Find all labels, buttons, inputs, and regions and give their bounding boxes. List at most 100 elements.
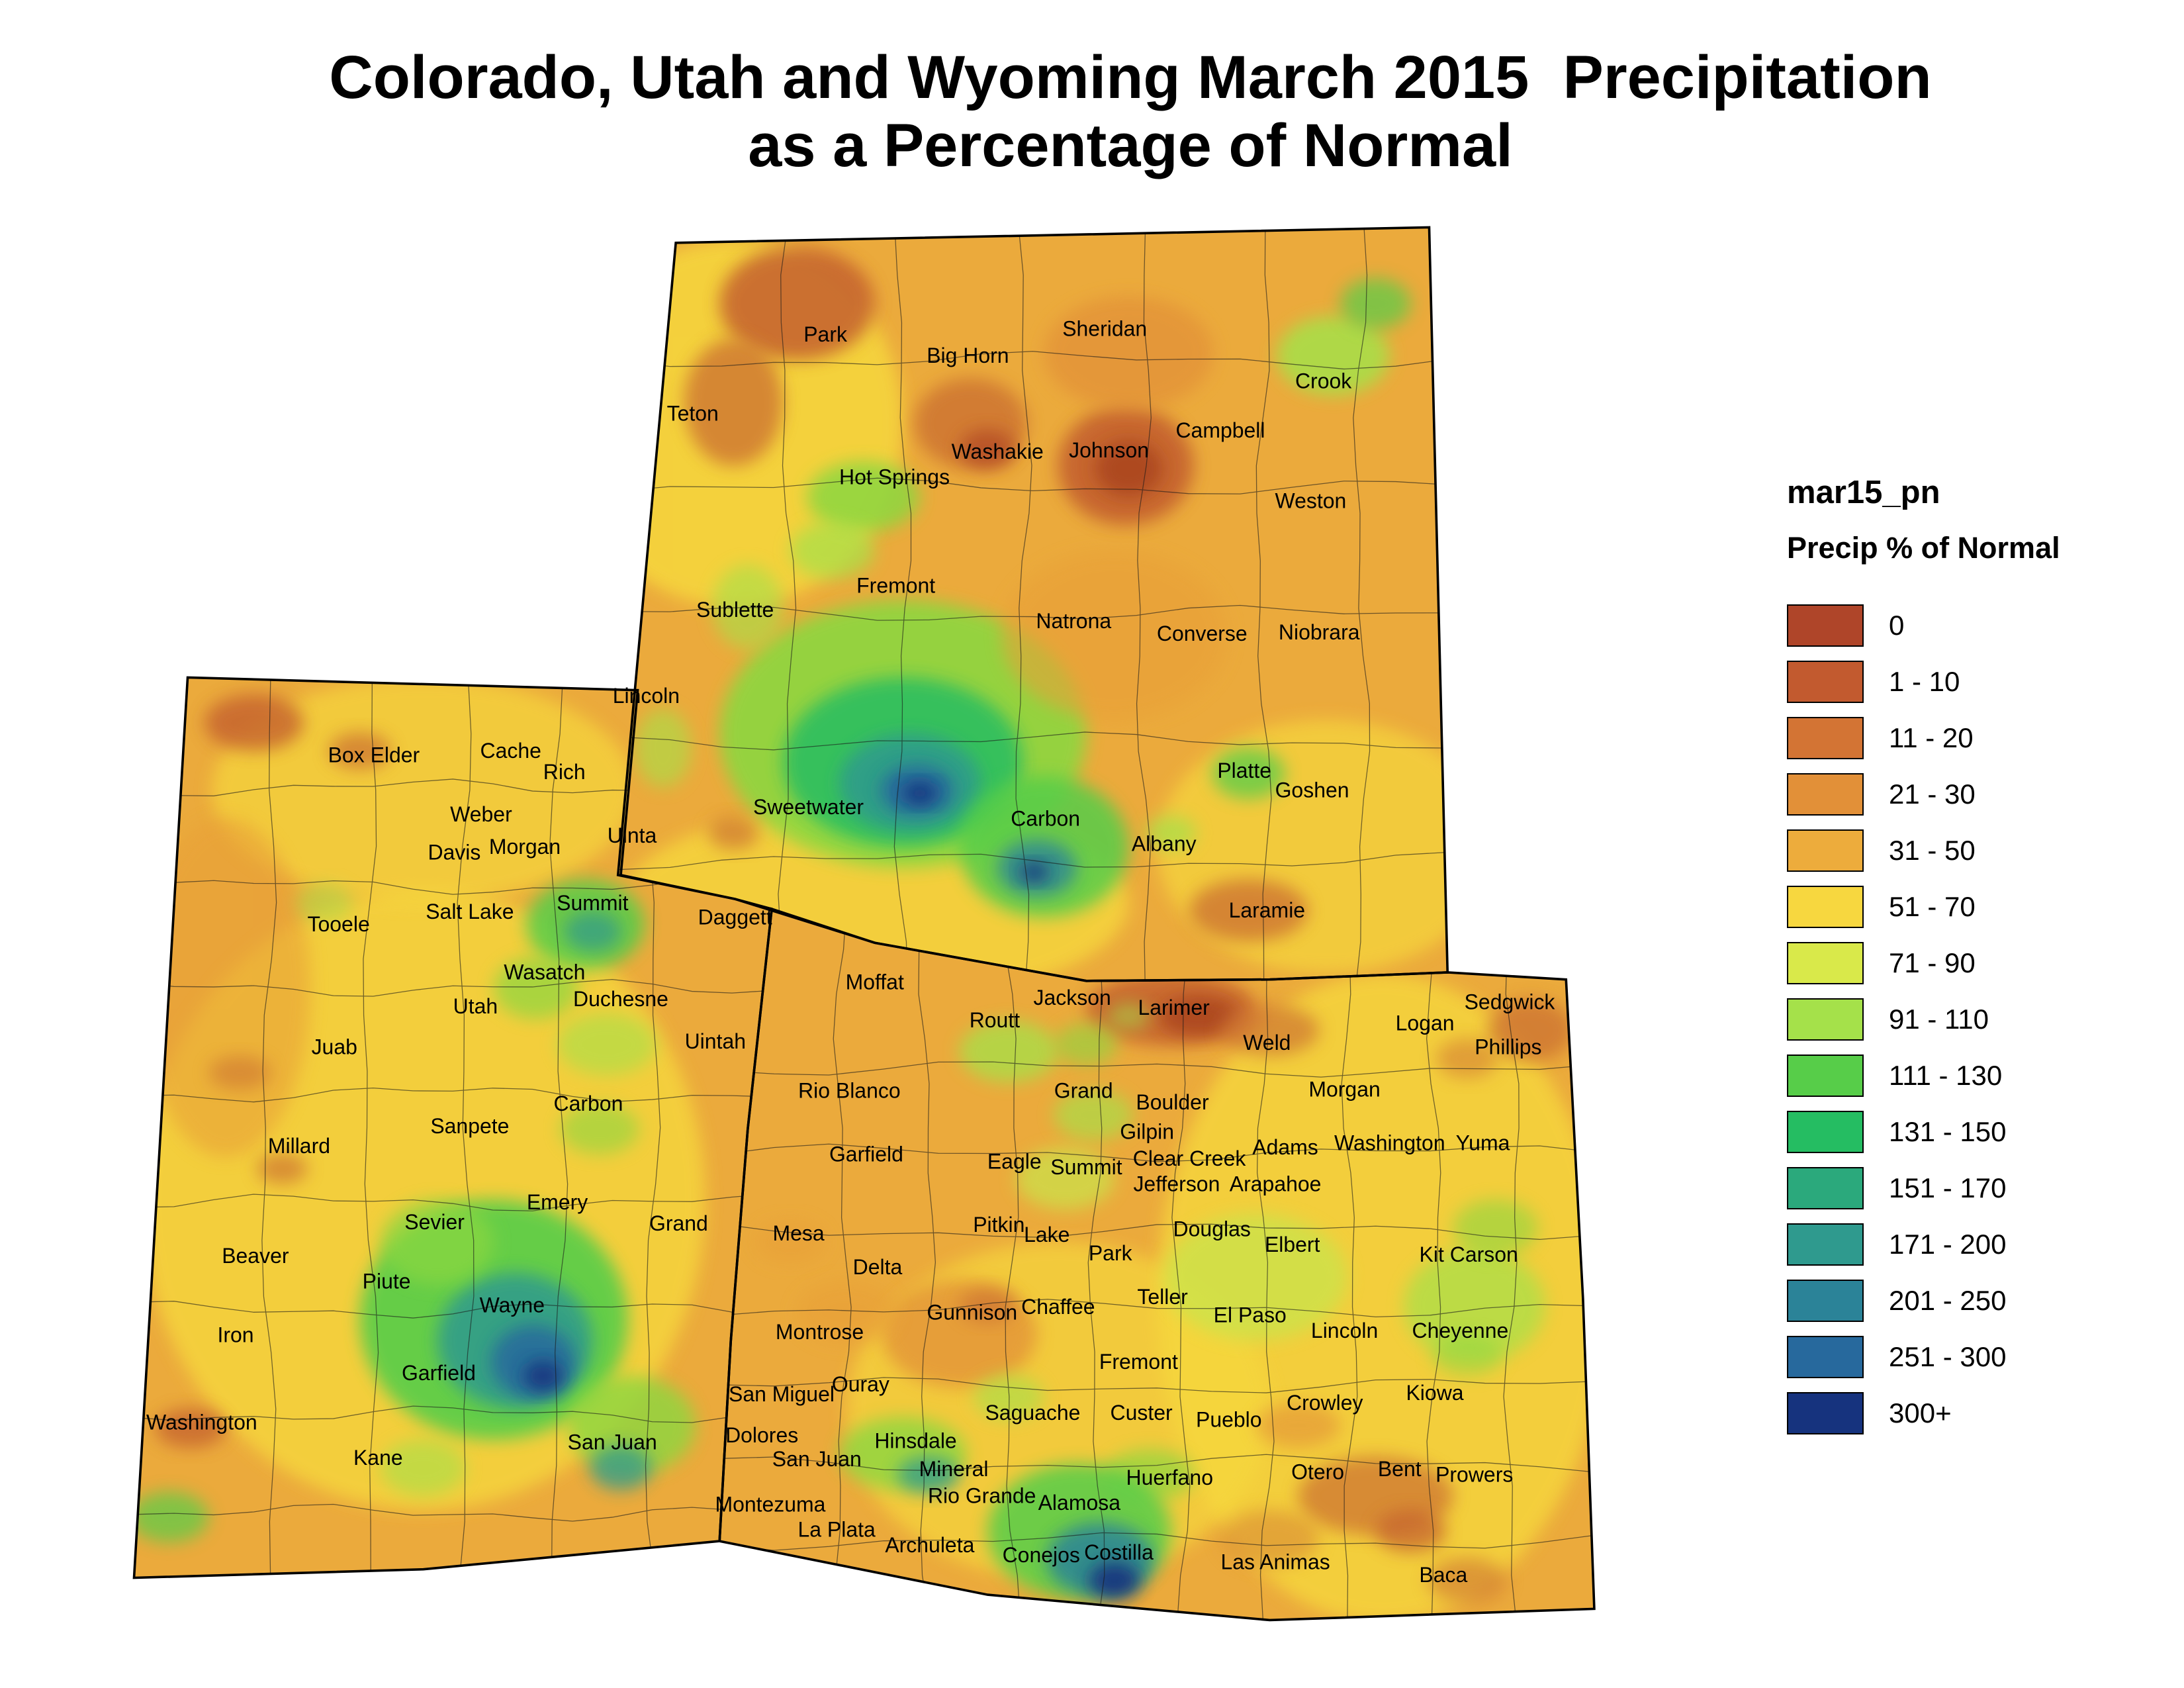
legend-entry: 111 - 130	[1787, 1055, 2060, 1097]
legend-entry-label: 91 - 110	[1889, 1004, 1989, 1035]
precip-blob	[1375, 1510, 1447, 1553]
county-border-line	[617, 604, 1448, 621]
county-label-sanpete: Sanpete	[430, 1114, 509, 1138]
legend-entry-label: 0	[1889, 610, 1905, 641]
legend-swatch	[1787, 886, 1864, 928]
county-label-phillips: Phillips	[1475, 1035, 1541, 1059]
county-border-line	[261, 677, 277, 1578]
precip-blob	[903, 782, 937, 805]
county-border-line	[719, 1532, 1594, 1551]
state-outline-co	[718, 907, 1596, 1622]
county-label-converse: Converse	[1157, 622, 1248, 645]
precip-blob	[569, 1376, 696, 1475]
county-labels: Park Sheridan Big Horn Crook Teton Campbell Wa…	[146, 317, 1555, 1587]
precip-blob	[1044, 296, 1214, 410]
county-border-line	[617, 351, 1448, 370]
precip-blob	[381, 1439, 466, 1496]
precip-blob	[959, 1288, 1016, 1323]
county-label-emery: Emery	[527, 1190, 588, 1214]
precip-blob	[1146, 816, 1197, 850]
legend-swatch	[1787, 1336, 1864, 1378]
precip-blob	[1163, 1213, 1347, 1341]
precip-blob	[790, 522, 875, 579]
county-border-line	[134, 1503, 772, 1522]
legend-subheading: Precip % of Normal	[1787, 531, 2060, 565]
legend-swatch	[1787, 1055, 1864, 1097]
county-border-line	[617, 477, 1448, 494]
county-label-bent: Bent	[1378, 1457, 1422, 1481]
county-label-davis: Davis	[428, 840, 480, 864]
legend-swatch	[1787, 773, 1864, 816]
legend-entry: 171 - 200	[1787, 1223, 2060, 1266]
county-label-delta: Delta	[853, 1255, 903, 1279]
precip-blob	[296, 883, 353, 923]
county-label-boulder: Boulder	[1136, 1090, 1209, 1114]
county-label-arapahoe: Arapahoe	[1230, 1172, 1322, 1196]
precip-blob	[381, 1199, 494, 1285]
legend-entry: 11 - 20	[1787, 717, 2060, 759]
county-label-carbon: Carbon	[1011, 806, 1080, 830]
county-border-line	[1256, 909, 1275, 1620]
county-border-line	[1171, 909, 1191, 1620]
county-label-hot-springs: Hot Springs	[839, 465, 950, 489]
county-border-line	[1136, 227, 1152, 981]
county-label-el-paso: El Paso	[1214, 1303, 1287, 1327]
county-label-tooele: Tooele	[308, 912, 370, 936]
precip-blob	[1160, 996, 1239, 1036]
county-label-conejos: Conejos	[1003, 1543, 1080, 1567]
county-label-custer: Custer	[1111, 1401, 1173, 1425]
legend-entry-label: 251 - 300	[1889, 1341, 2007, 1372]
precip-blob	[494, 957, 579, 1019]
precip-blob	[1220, 1005, 1320, 1056]
precip-blob	[712, 564, 784, 649]
county-label-beaver: Beaver	[222, 1244, 289, 1268]
legend-entry-label: 11 - 20	[1889, 722, 1974, 753]
county-label-cheyenne: Cheyenne	[1412, 1319, 1509, 1342]
county-label-teller: Teller	[1137, 1285, 1188, 1309]
legend-entry: 131 - 150	[1787, 1111, 2060, 1153]
county-border-line	[134, 979, 772, 997]
county-label-daggett: Daggett	[698, 906, 772, 929]
precip-blob	[1095, 440, 1163, 497]
county-label-morgan: Morgan	[489, 835, 561, 859]
county-label-jefferson: Jefferson	[1133, 1172, 1220, 1196]
precip-field-ut	[134, 677, 705, 1543]
county-label-weber: Weber	[450, 802, 512, 826]
county-label-sheridan: Sheridan	[1062, 317, 1147, 341]
county-label-wasatch: Wasatch	[504, 961, 585, 984]
county-border-line	[617, 851, 1448, 870]
county-label-adams: Adams	[1252, 1135, 1318, 1159]
county-label-mesa: Mesa	[772, 1221, 824, 1245]
county-label-kiowa: Kiowa	[1406, 1381, 1463, 1405]
county-label-kane: Kane	[353, 1446, 403, 1470]
county-label-natrona: Natrona	[1036, 609, 1111, 633]
county-label-washington: Washington	[1334, 1131, 1445, 1155]
county-label-uinta: Uinta	[608, 823, 657, 847]
county-label-uintah: Uintah	[685, 1029, 746, 1053]
county-label-lake: Lake	[1024, 1223, 1069, 1246]
county-border-line	[833, 909, 852, 1620]
county-label-campbell: Campbell	[1175, 418, 1265, 442]
legend-swatch	[1787, 998, 1864, 1041]
legend-entry: 31 - 50	[1787, 829, 2060, 872]
precip-blob	[590, 1445, 652, 1491]
legend-entry: 0	[1787, 604, 2060, 647]
county-label-otero: Otero	[1291, 1460, 1344, 1483]
county-label-jackson: Jackson	[1034, 986, 1111, 1009]
county-label-albany: Albany	[1132, 832, 1197, 856]
precip-blob	[1015, 1147, 1115, 1210]
legend-swatch	[1787, 942, 1864, 984]
county-label-park: Park	[1089, 1241, 1133, 1265]
legend-entry: 91 - 110	[1787, 998, 2060, 1041]
county-border-line	[918, 909, 936, 1620]
legend-swatch	[1787, 1280, 1864, 1322]
county-label-carbon: Carbon	[554, 1092, 623, 1115]
precip-field-wy	[617, 240, 1448, 981]
county-label-piute: Piute	[363, 1270, 411, 1293]
county-label-sublette: Sublette	[696, 598, 774, 622]
precip-blob	[882, 1280, 1037, 1387]
county-label-dolores: Dolores	[725, 1423, 798, 1447]
county-label-weld: Weld	[1243, 1031, 1291, 1055]
precip-blob	[134, 1491, 209, 1543]
